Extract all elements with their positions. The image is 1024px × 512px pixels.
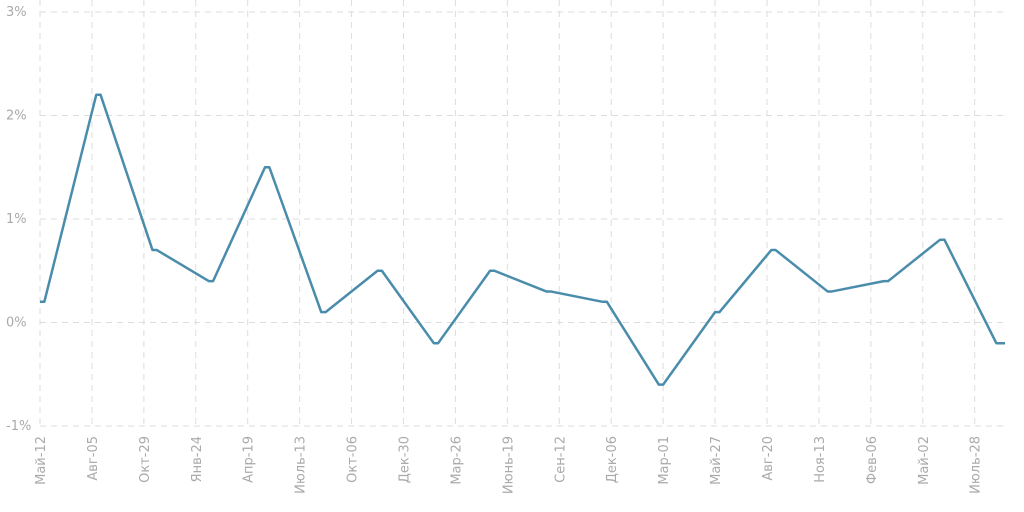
x-tick-label: Май-12 [34,436,49,485]
x-tick-label: Мар-26 [449,436,464,485]
x-tick-label: Май-02 [917,436,932,485]
x-tick-label: Окт-06 [346,436,361,483]
x-tick-label: Мар-01 [657,436,672,485]
x-tick-label: Июнь-19 [501,436,516,494]
x-tick-label: Май-27 [709,436,724,485]
x-tick-label: Авг-05 [86,436,101,481]
x-tick-label: Янв-24 [190,436,205,482]
x-tick-label: Июль-28 [969,436,984,494]
line-series [40,93,1005,386]
x-tick-label: Июль-13 [294,436,309,494]
x-tick-label: Окт-29 [138,436,153,483]
x-tick-label: Дек-06 [605,436,620,483]
x-tick-label: Дек-30 [397,436,412,483]
x-tick-label: Фев-06 [865,436,880,484]
y-tick-label: -1% [6,419,31,434]
y-tick-label: 1% [6,212,27,227]
x-tick-label: Авг-20 [761,436,776,481]
x-tick-label: Сен-12 [553,436,568,483]
x-tick-label: Ноя-13 [813,436,828,483]
y-tick-label: 2% [6,109,27,124]
y-tick-label: 0% [6,316,27,331]
x-tick-label: Апр-19 [242,436,257,483]
y-tick-label: 3% [6,5,27,20]
